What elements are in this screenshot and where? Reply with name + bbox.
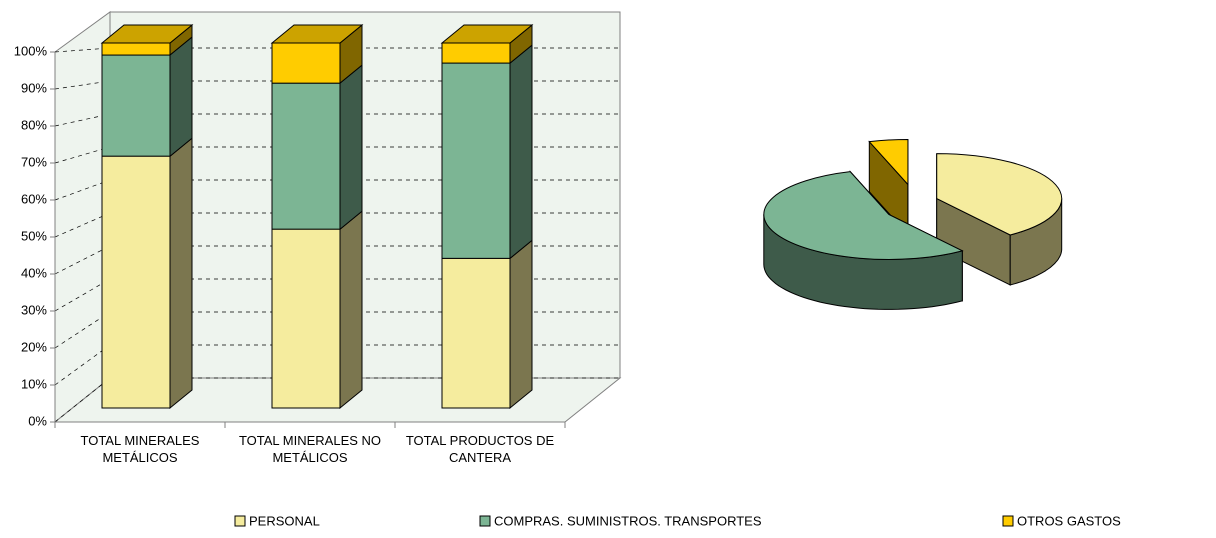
bar-segment: [270, 23, 364, 85]
grid-line: [54, 80, 111, 90]
bar-top: [270, 24, 364, 44]
bar-side: [339, 210, 363, 410]
y-tick-label: 0%: [28, 413, 47, 428]
y-tick-label: 80%: [21, 117, 47, 132]
slice-top: [763, 171, 964, 260]
grid-line: [54, 245, 111, 275]
pie-slice: [936, 153, 1063, 286]
bar-segment: [101, 35, 193, 158]
grid-line: [54, 179, 111, 201]
legend-swatch: [1002, 515, 1014, 527]
bar-front: [441, 62, 511, 259]
bar-front: [101, 54, 171, 157]
grid-line: [54, 146, 111, 164]
y-tick-label: 60%: [21, 191, 47, 206]
bar-side: [339, 64, 363, 231]
x-tick-label: TOTAL MINERALES NO METÁLICOS: [238, 433, 382, 465]
x-tick-label: TOTAL PRODUCTOS DE CANTERA: [405, 433, 555, 465]
x-tick-label: TOTAL MINERALES METÁLICOS: [80, 433, 200, 465]
grid-line: [54, 278, 111, 312]
y-tick-label: 50%: [21, 228, 47, 243]
legend-label: COMPRAS. SUMINISTROS. TRANSPORTES: [494, 513, 762, 528]
legend-swatch: [479, 515, 491, 527]
bar-top: [440, 24, 534, 44]
grid-line: [54, 47, 111, 53]
legend-label: OTROS GASTOS: [1017, 513, 1121, 528]
grid-line: [54, 113, 111, 127]
legend-label: PERSONAL: [249, 513, 320, 528]
y-tick-label: 90%: [21, 80, 47, 95]
y-tick-label: 20%: [21, 339, 47, 354]
bar-segment: [271, 64, 363, 231]
bar-front: [101, 155, 171, 409]
bar-segment: [100, 23, 194, 57]
y-tick-label: 40%: [21, 265, 47, 280]
bar-front: [441, 42, 511, 64]
bar-side: [169, 35, 193, 158]
pie-slice: [763, 170, 964, 310]
y-tick-label: 10%: [21, 376, 47, 391]
bar-front: [441, 257, 511, 409]
bar-front: [271, 228, 341, 409]
grid-line: [54, 377, 111, 423]
bar-side: [509, 239, 533, 410]
bar-segment: [441, 239, 533, 410]
legend-swatch: [234, 515, 246, 527]
bar-segment: [101, 137, 193, 410]
bar-front: [271, 42, 341, 84]
bar-front: [101, 42, 171, 56]
bar-front: [271, 82, 341, 230]
bar-top: [100, 24, 194, 44]
slice-top: [868, 138, 909, 186]
y-tick-label: 30%: [21, 302, 47, 317]
bar-segment: [271, 210, 363, 410]
bar-segment: [440, 23, 534, 65]
y-tick-label: 70%: [21, 154, 47, 169]
grid-line: [54, 344, 111, 386]
grid-line: [54, 212, 111, 238]
bar-side: [169, 137, 193, 410]
slice-top: [936, 153, 1063, 236]
bar-side: [509, 44, 533, 260]
grid-line: [54, 311, 111, 349]
bar-segment: [441, 44, 533, 260]
y-tick-label: 100%: [14, 43, 48, 58]
pie-slice: [868, 138, 909, 236]
